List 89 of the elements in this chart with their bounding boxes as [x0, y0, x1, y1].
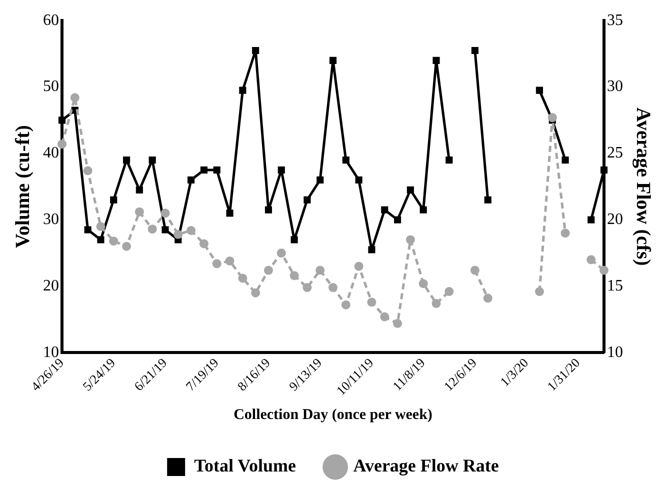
point	[174, 230, 183, 239]
point	[444, 287, 454, 296]
point	[341, 300, 350, 310]
point	[304, 196, 311, 204]
point	[420, 206, 427, 214]
y-tick-label: 30	[43, 211, 59, 228]
point	[562, 156, 569, 164]
y2-tick-label: 30	[607, 78, 623, 96]
point	[355, 176, 362, 184]
point	[316, 266, 325, 275]
point	[122, 156, 130, 164]
point	[380, 312, 390, 322]
point	[483, 294, 492, 303]
point	[264, 266, 273, 275]
point	[432, 56, 440, 64]
point	[58, 140, 66, 149]
point	[342, 156, 350, 164]
y-tick-label: 20	[43, 277, 59, 294]
point	[368, 246, 376, 254]
point	[406, 235, 415, 244]
point	[548, 113, 557, 122]
point	[97, 236, 104, 244]
point	[110, 196, 118, 204]
point	[432, 298, 441, 308]
point	[200, 166, 208, 174]
point	[406, 186, 414, 194]
point	[290, 236, 298, 244]
point	[212, 259, 222, 268]
point	[96, 222, 106, 231]
legend-label: Total Volume	[194, 456, 296, 476]
point	[329, 56, 337, 64]
point	[252, 46, 260, 54]
point	[290, 271, 299, 280]
point	[534, 287, 544, 296]
point	[136, 186, 143, 194]
point	[239, 86, 246, 94]
point	[160, 208, 170, 218]
point	[367, 298, 376, 307]
y-tick-label: 50	[43, 78, 59, 96]
y-tick-label: 40	[43, 144, 59, 162]
point	[134, 207, 144, 216]
point	[199, 239, 208, 248]
point	[148, 156, 156, 164]
point	[588, 216, 595, 224]
point	[109, 236, 118, 246]
point	[381, 206, 388, 214]
y2-tick-label: 10	[607, 344, 623, 361]
point	[278, 166, 285, 174]
legend-label: Average Flow Rate	[353, 456, 499, 476]
point	[302, 283, 312, 292]
y-tick-label: 60	[43, 12, 59, 29]
point	[58, 116, 66, 124]
y2-tick-label: 35	[607, 12, 623, 29]
point	[225, 256, 234, 266]
point	[328, 283, 338, 292]
point	[394, 216, 402, 224]
point	[393, 318, 402, 328]
point	[470, 266, 480, 275]
point	[600, 266, 608, 275]
y2-tick-label: 20	[607, 211, 623, 228]
y2-tick-label: 15	[607, 277, 623, 294]
point	[83, 166, 92, 176]
point	[122, 242, 132, 251]
point	[213, 166, 220, 174]
point	[264, 206, 272, 214]
point	[536, 86, 544, 94]
point	[84, 226, 92, 234]
point	[354, 262, 364, 271]
point	[418, 279, 428, 288]
point	[162, 226, 169, 234]
point	[471, 46, 478, 54]
point	[484, 196, 492, 204]
point	[316, 176, 324, 184]
point	[446, 156, 453, 164]
point	[600, 166, 608, 174]
point	[148, 224, 157, 234]
y2-axis-title: Average Flow (cfs)	[632, 107, 654, 266]
point	[251, 288, 260, 298]
point	[276, 248, 286, 258]
point	[226, 210, 234, 217]
point	[560, 228, 570, 238]
point	[238, 274, 248, 283]
y2-tick-label: 25	[607, 144, 623, 162]
point	[586, 255, 596, 264]
y-axis-title: Volume (cu-ft)	[12, 125, 34, 248]
point	[188, 176, 195, 184]
point	[186, 226, 196, 235]
x-axis-title: Collection Day (once per week)	[234, 406, 432, 423]
point	[70, 93, 80, 102]
